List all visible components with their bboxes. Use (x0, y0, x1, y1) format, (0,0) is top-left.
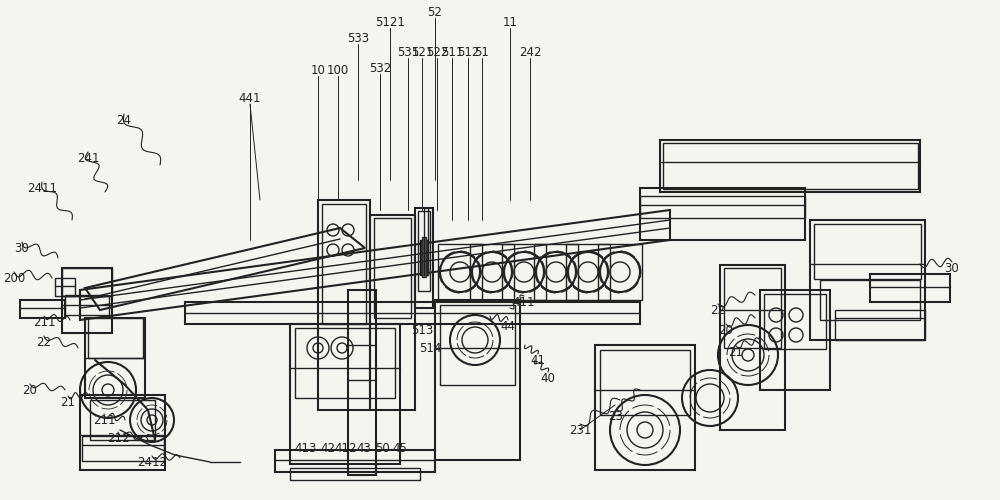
Text: 533: 533 (347, 32, 369, 44)
Bar (440, 305, 515, 385)
Text: 30: 30 (945, 262, 959, 274)
Text: 514: 514 (419, 342, 441, 354)
Bar (82, 436, 164, 461)
Bar (595, 345, 695, 470)
Text: 531: 531 (397, 46, 419, 59)
Text: 513: 513 (411, 324, 433, 336)
Bar (370, 215, 415, 410)
Text: 20: 20 (719, 324, 733, 336)
Bar (20, 300, 65, 318)
Text: 30: 30 (15, 242, 29, 254)
Bar (764, 294, 826, 349)
Bar (814, 224, 921, 279)
Text: 52: 52 (428, 6, 442, 18)
Text: 23: 23 (609, 410, 623, 422)
Bar (185, 302, 640, 324)
Text: 10: 10 (311, 64, 325, 76)
Bar (420, 240, 428, 275)
Bar (600, 350, 690, 415)
Text: 24: 24 (116, 114, 132, 126)
Bar (502, 244, 546, 300)
Text: 11: 11 (503, 16, 518, 28)
Text: 411: 411 (513, 296, 535, 308)
Bar (534, 244, 578, 300)
Text: 521: 521 (411, 46, 433, 59)
Text: 242: 242 (519, 46, 541, 59)
Text: 20: 20 (23, 384, 37, 396)
Text: 22: 22 (710, 304, 726, 316)
Bar (322, 204, 366, 324)
Text: 21: 21 (728, 346, 744, 358)
Bar (724, 268, 781, 348)
Text: 21: 21 (60, 396, 76, 408)
Text: 231: 231 (569, 424, 591, 436)
Text: 413: 413 (295, 442, 317, 454)
Bar (435, 300, 520, 460)
Text: 45: 45 (393, 442, 407, 454)
Text: 212: 212 (107, 432, 129, 444)
Text: 200: 200 (3, 272, 25, 284)
Text: 42: 42 (320, 442, 336, 454)
Bar (720, 265, 785, 430)
Text: 2412: 2412 (137, 456, 167, 468)
Bar (418, 211, 430, 291)
Text: 50: 50 (375, 442, 389, 454)
Bar (470, 244, 514, 300)
Text: 511: 511 (441, 46, 463, 59)
Bar (810, 220, 925, 340)
Text: 532: 532 (369, 62, 391, 74)
Text: 22: 22 (36, 336, 52, 348)
Bar (640, 188, 805, 240)
Bar (438, 244, 482, 300)
Bar (640, 196, 805, 218)
Bar (290, 468, 420, 480)
Text: 441: 441 (239, 92, 261, 104)
Bar (318, 200, 370, 410)
Text: 522: 522 (426, 46, 448, 59)
Text: 512: 512 (457, 46, 479, 59)
Text: 44: 44 (501, 320, 516, 332)
Text: 412: 412 (335, 442, 357, 454)
Bar (422, 237, 426, 277)
Bar (55, 278, 75, 296)
Text: 100: 100 (327, 64, 349, 76)
Text: 211: 211 (93, 414, 115, 426)
Bar (835, 310, 925, 340)
Bar (85, 318, 145, 398)
Text: 211: 211 (33, 316, 55, 328)
Text: 43: 43 (357, 442, 371, 454)
Bar (870, 274, 950, 302)
Bar (90, 400, 155, 440)
Text: 41: 41 (530, 354, 546, 366)
Bar (374, 218, 411, 318)
Text: 51: 51 (475, 46, 489, 59)
Bar (65, 295, 109, 315)
Bar (348, 290, 376, 475)
Text: 5121: 5121 (375, 16, 405, 28)
Bar (760, 290, 830, 390)
Bar (80, 395, 165, 470)
Bar (660, 140, 920, 192)
Text: 241: 241 (77, 152, 99, 164)
Bar (820, 280, 920, 320)
Bar (566, 244, 610, 300)
Bar (62, 268, 112, 333)
Bar (275, 450, 435, 472)
Text: 2411: 2411 (27, 182, 57, 194)
Bar (295, 328, 395, 398)
Bar (663, 143, 918, 189)
Text: 40: 40 (541, 372, 555, 384)
Bar (598, 244, 642, 300)
Bar (88, 318, 143, 358)
Bar (290, 324, 400, 464)
Bar (415, 208, 433, 308)
Bar (62, 268, 112, 296)
